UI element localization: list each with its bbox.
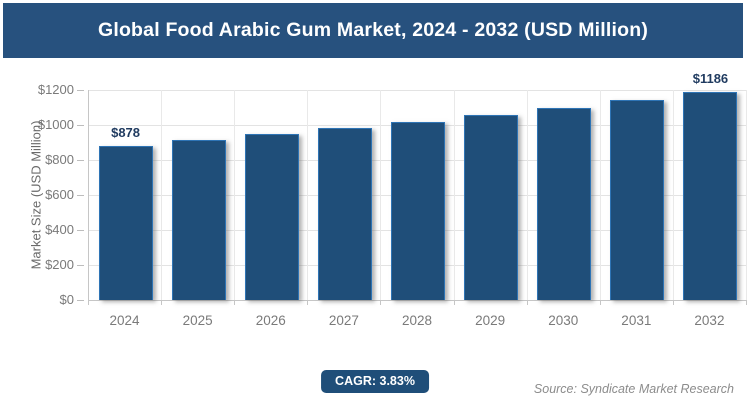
x-tick-label-2030: 2030 bbox=[548, 313, 579, 328]
gridline-vertical bbox=[161, 90, 163, 300]
bar-2027 bbox=[317, 127, 372, 300]
bar-2030 bbox=[537, 107, 592, 300]
bar-2025 bbox=[171, 140, 226, 300]
x-tick-mark bbox=[307, 300, 309, 305]
y-tick-mark bbox=[77, 195, 84, 196]
gridline-vertical bbox=[234, 90, 236, 300]
data-label-2024: $878 bbox=[111, 125, 141, 141]
gridline-vertical bbox=[672, 90, 674, 300]
gridline-vertical bbox=[380, 90, 382, 300]
x-tick-mark bbox=[453, 300, 455, 305]
x-tick-mark bbox=[599, 300, 601, 305]
x-tick-label-2031: 2031 bbox=[621, 313, 652, 328]
gridline-horizontal bbox=[89, 90, 747, 91]
gridline-vertical bbox=[453, 90, 455, 300]
y-tick-label: $1000 bbox=[37, 117, 74, 132]
y-tick-label: $0 bbox=[59, 292, 74, 307]
y-axis-title: Market Size (USD Million) bbox=[28, 120, 44, 270]
y-tick-label: $600 bbox=[45, 187, 74, 202]
chart-title: Global Food Arabic Gum Market, 2024 - 20… bbox=[97, 19, 649, 41]
cagr-badge: CAGR: 3.83% bbox=[321, 370, 429, 393]
y-tick-label: $1200 bbox=[37, 82, 74, 97]
x-tick-label-2029: 2029 bbox=[475, 313, 506, 328]
x-tick-label-2027: 2027 bbox=[328, 313, 359, 328]
y-tick-mark bbox=[77, 90, 84, 91]
bar-2029 bbox=[464, 114, 519, 300]
y-tick-label: $800 bbox=[45, 152, 74, 167]
y-tick-mark bbox=[77, 300, 84, 301]
gridline-vertical bbox=[307, 90, 309, 300]
gridline-vertical bbox=[746, 90, 747, 300]
gridline-vertical bbox=[599, 90, 601, 300]
data-label-2032: $1186 bbox=[692, 71, 729, 87]
x-tick-mark bbox=[672, 300, 674, 305]
x-axis: 2024 2025 2026 2027 2028 2029 2030 2031 2032 bbox=[88, 300, 747, 334]
y-tick-label: $200 bbox=[45, 257, 74, 272]
bar-2032 bbox=[683, 92, 738, 300]
x-tick-mark bbox=[746, 300, 747, 305]
x-tick-label-2028: 2028 bbox=[401, 313, 433, 328]
y-tick-mark bbox=[77, 125, 84, 126]
bar-2024 bbox=[98, 146, 153, 300]
y-tick-label: $400 bbox=[45, 222, 74, 237]
x-tick-mark bbox=[380, 300, 382, 305]
y-tick-mark bbox=[77, 230, 84, 231]
x-axis-line bbox=[89, 300, 747, 301]
bar-2026 bbox=[244, 134, 299, 300]
y-axis: $0 $200 $400 $600 $800 $1000 $1200 bbox=[0, 83, 86, 307]
x-tick-mark bbox=[161, 300, 163, 305]
x-tick-label-2024: 2024 bbox=[109, 313, 140, 328]
plot-area: $878 $1186 bbox=[88, 71, 747, 301]
x-tick-mark bbox=[526, 300, 528, 305]
x-tick-mark bbox=[88, 300, 89, 305]
y-tick-mark bbox=[77, 160, 84, 161]
source-attribution: Source: Syndicate Market Research bbox=[533, 382, 734, 396]
x-tick-label-2026: 2026 bbox=[255, 313, 286, 328]
cagr-label: CAGR: 3.83% bbox=[335, 374, 415, 388]
bar-2031 bbox=[610, 100, 665, 300]
gridline-vertical bbox=[526, 90, 528, 300]
x-tick-label-2025: 2025 bbox=[182, 313, 213, 328]
y-tick-mark bbox=[77, 265, 84, 266]
x-tick-mark bbox=[234, 300, 236, 305]
x-tick-label-2032: 2032 bbox=[694, 313, 725, 328]
chart-title-banner: Global Food Arabic Gum Market, 2024 - 20… bbox=[3, 3, 743, 58]
bar-2028 bbox=[391, 121, 445, 300]
